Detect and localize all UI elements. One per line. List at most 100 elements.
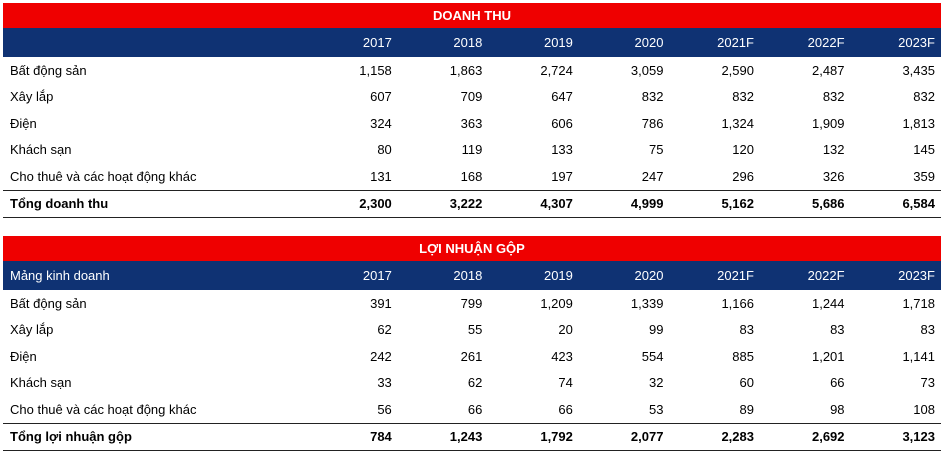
row-label: Xây lắp xyxy=(10,89,54,105)
total-value: 1,243 xyxy=(449,429,483,444)
year-header: 2017 xyxy=(362,268,392,283)
gross-profit-header-label: Mảng kinh doanh xyxy=(10,268,110,283)
year-header: 2018 xyxy=(453,35,483,50)
total-value: 1,792 xyxy=(540,429,573,444)
cell-value: 108 xyxy=(913,401,935,417)
total-value: 5,686 xyxy=(811,196,845,211)
gross-profit-table: LỢI NHUẬN GỘP Mảng kinh doanh 2017 2018 … xyxy=(3,236,941,451)
cell-value: 119 xyxy=(461,142,483,158)
cell-value: 83 xyxy=(739,322,754,338)
year-header: 2022F xyxy=(807,35,845,50)
year-header: 2017 xyxy=(362,35,392,50)
cell-value: 120 xyxy=(732,142,754,158)
cell-value: 1,324 xyxy=(721,115,754,131)
row-label: Điện xyxy=(10,115,37,131)
cell-value: 1,813 xyxy=(902,115,935,131)
cell-value: 1,863 xyxy=(449,62,483,78)
cell-value: 1,244 xyxy=(811,295,845,311)
year-header: 2020 xyxy=(634,268,664,283)
cell-value: 607 xyxy=(370,89,392,105)
cell-value: 1,166 xyxy=(721,295,754,311)
table-row: Cho thuê và các hoạt động khác 56 66 66 … xyxy=(3,396,941,423)
cell-value: 3,059 xyxy=(630,62,664,78)
cell-value: 832 xyxy=(822,89,845,105)
cell-value: 242 xyxy=(370,348,392,364)
table-row: Điện 324 363 606 786 1,324 1,909 1,813 xyxy=(3,110,941,137)
cell-value: 885 xyxy=(732,348,754,364)
cell-value: 326 xyxy=(822,168,845,184)
cell-value: 98 xyxy=(830,401,845,417)
cell-value: 80 xyxy=(377,142,392,158)
cell-value: 131 xyxy=(370,168,392,184)
cell-value: 709 xyxy=(460,89,483,105)
table-row: Xây lắp 607 709 647 832 832 832 832 xyxy=(3,84,941,111)
cell-value: 33 xyxy=(377,375,392,391)
cell-value: 832 xyxy=(641,89,664,105)
cell-value: 554 xyxy=(641,348,664,364)
cell-value: 324 xyxy=(370,115,392,131)
cell-value: 20 xyxy=(558,322,573,338)
cell-value: 32 xyxy=(648,375,664,391)
year-header: 2021F xyxy=(717,35,754,50)
cell-value: 132 xyxy=(822,142,845,158)
total-value: 2,077 xyxy=(630,429,664,444)
cell-value: 66 xyxy=(558,401,573,417)
row-label: Xây lắp xyxy=(10,322,54,338)
cell-value: 1,201 xyxy=(811,348,845,364)
cell-value: 606 xyxy=(551,115,573,131)
table-row: Khách sạn 33 62 74 32 60 66 73 xyxy=(3,370,941,397)
cell-value: 62 xyxy=(377,322,392,338)
cell-value: 62 xyxy=(467,375,483,391)
cell-value: 56 xyxy=(377,401,392,417)
row-label: Bất động sản xyxy=(10,295,87,311)
total-value: 3,123 xyxy=(902,429,935,444)
cell-value: 75 xyxy=(648,142,664,158)
year-header: 2020 xyxy=(634,35,664,50)
total-value: 5,162 xyxy=(721,196,754,211)
total-value: 2,692 xyxy=(811,429,845,444)
cell-value: 832 xyxy=(732,89,754,105)
total-row: Tổng doanh thu 2,300 3,222 4,307 4,999 5… xyxy=(3,189,941,218)
cell-value: 55 xyxy=(467,322,483,338)
year-header: 2018 xyxy=(453,268,483,283)
row-label: Bất động sản xyxy=(10,62,87,78)
cell-value: 1,209 xyxy=(540,295,573,311)
cell-value: 66 xyxy=(467,401,483,417)
gross-profit-title: LỢI NHUẬN GỘP xyxy=(3,236,941,261)
cell-value: 66 xyxy=(830,375,845,391)
cell-value: 1,718 xyxy=(902,295,935,311)
cell-value: 363 xyxy=(460,115,483,131)
cell-value: 3,435 xyxy=(902,62,935,78)
table-row: Bất động sản 391 799 1,209 1,339 1,166 1… xyxy=(3,290,941,317)
cell-value: 296 xyxy=(732,168,754,184)
row-label: Cho thuê và các hoạt động khác xyxy=(10,401,197,417)
total-value: 2,283 xyxy=(721,429,754,444)
cell-value: 83 xyxy=(920,322,935,338)
cell-value: 74 xyxy=(558,375,573,391)
total-value: 784 xyxy=(370,429,392,444)
cell-value: 423 xyxy=(551,348,573,364)
cell-value: 145 xyxy=(913,142,935,158)
year-header: 2019 xyxy=(543,268,573,283)
table-row: Cho thuê và các hoạt động khác 131 168 1… xyxy=(3,163,941,190)
cell-value: 53 xyxy=(648,401,664,417)
cell-value: 73 xyxy=(920,375,935,391)
year-header: 2023F xyxy=(898,35,935,50)
cell-value: 799 xyxy=(460,295,483,311)
cell-value: 2,487 xyxy=(811,62,845,78)
total-value: 4,999 xyxy=(630,196,664,211)
cell-value: 1,158 xyxy=(359,62,392,78)
row-label: Cho thuê và các hoạt động khác xyxy=(10,168,197,184)
cell-value: 99 xyxy=(648,322,664,338)
cell-value: 197 xyxy=(551,168,573,184)
total-label: Tổng doanh thu xyxy=(10,196,109,211)
cell-value: 2,724 xyxy=(540,62,573,78)
cell-value: 1,909 xyxy=(811,115,845,131)
row-label: Khách sạn xyxy=(10,142,72,158)
cell-value: 359 xyxy=(913,168,935,184)
table-row: Xây lắp 62 55 20 99 83 83 83 xyxy=(3,317,941,344)
cell-value: 83 xyxy=(830,322,845,338)
cell-value: 1,141 xyxy=(902,348,935,364)
cell-value: 2,590 xyxy=(721,62,754,78)
year-header: 2019 xyxy=(543,35,573,50)
